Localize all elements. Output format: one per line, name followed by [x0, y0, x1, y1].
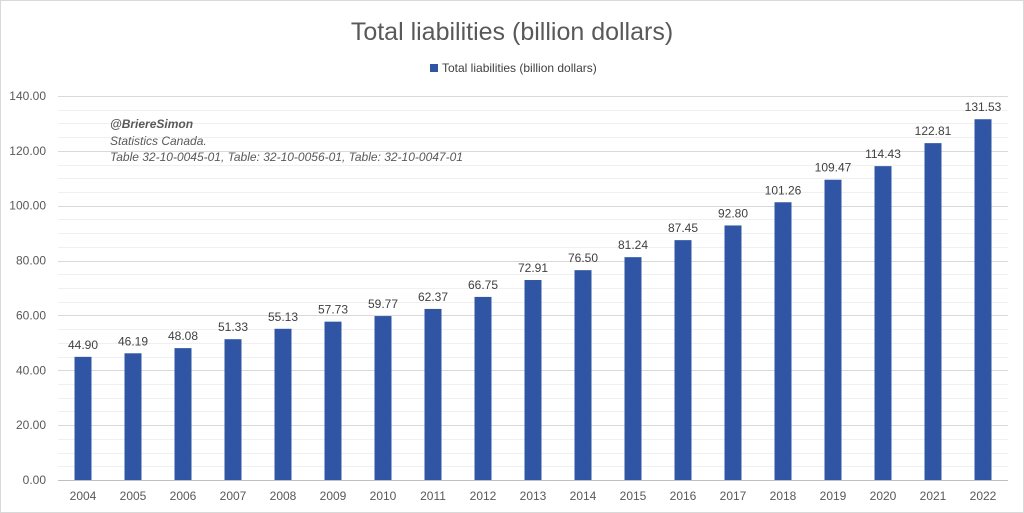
bar-2012 — [474, 296, 492, 480]
bar-2009 — [324, 321, 342, 480]
x-axis-ticks: 2004 2005 2006 2007 2008 2009 2010 2011 2012 2013… — [70, 489, 997, 503]
x-tick-label-2012: 2012 — [470, 489, 497, 503]
data-label-2012: 66.75 — [468, 278, 498, 292]
y-axis-ticks: 0.00 20.00 40.00 60.00 80.00 100.00 120.00 140.… — [9, 89, 46, 487]
y-tick-label: 120.00 — [9, 144, 46, 158]
data-label-2005: 46.19 — [118, 334, 148, 348]
x-tick-label-2010: 2010 — [370, 489, 397, 503]
y-tick-label: 0.00 — [23, 473, 47, 487]
chart-title: Total liabilities (billion dollars) — [351, 18, 673, 46]
x-tick-label-2006: 2006 — [170, 489, 197, 503]
data-label-2009: 57.73 — [318, 303, 348, 317]
data-label-2007: 51.33 — [218, 320, 248, 334]
annotation-source-line2: Table 32-10-0045-01, Table: 32-10-0056-0… — [110, 150, 463, 164]
bar-2013 — [524, 280, 542, 480]
data-label-2014: 76.50 — [568, 251, 598, 265]
bar-2018 — [774, 202, 792, 480]
x-tick-label-2014: 2014 — [570, 489, 597, 503]
source-annotation: @BriereSimon Statistics Canada. Table 32… — [110, 117, 463, 164]
x-tick-label-2021: 2021 — [920, 489, 947, 503]
bar-2005 — [124, 353, 142, 480]
data-label-2013: 72.91 — [518, 261, 548, 275]
y-tick-label: 80.00 — [16, 254, 46, 268]
annotation-author: @BriereSimon — [110, 117, 193, 131]
x-tick-label-2004: 2004 — [70, 489, 97, 503]
x-tick-label-2017: 2017 — [720, 489, 747, 503]
x-tick-label-2015: 2015 — [620, 489, 647, 503]
bar-2019 — [824, 179, 842, 480]
bar-2022 — [974, 119, 992, 481]
data-label-2020: 114.43 — [865, 147, 901, 161]
data-label-2022: 131.53 — [965, 100, 1002, 114]
x-tick-label-2016: 2016 — [670, 489, 697, 503]
data-label-2015: 81.24 — [618, 238, 648, 252]
y-tick-label: 40.00 — [16, 363, 46, 377]
legend-swatch — [430, 64, 438, 72]
y-tick-label: 60.00 — [16, 308, 46, 322]
data-label-2019: 109.47 — [815, 161, 852, 175]
data-label-2010: 59.77 — [368, 297, 398, 311]
bar-2011 — [424, 308, 442, 480]
bar-2016 — [674, 240, 692, 480]
x-tick-label-2008: 2008 — [270, 489, 297, 503]
x-tick-label-2009: 2009 — [320, 489, 347, 503]
x-tick-label-2020: 2020 — [870, 489, 897, 503]
bars — [74, 119, 992, 481]
bar-2004 — [74, 356, 92, 480]
data-label-2018: 101.26 — [765, 183, 802, 197]
data-label-2004: 44.90 — [68, 338, 98, 352]
data-label-2016: 87.45 — [668, 221, 698, 235]
y-tick-label: 20.00 — [16, 418, 46, 432]
bar-2006 — [174, 348, 192, 480]
x-tick-label-2011: 2011 — [420, 489, 446, 503]
x-tick-label-2022: 2022 — [970, 489, 997, 503]
data-label-2017: 92.80 — [718, 206, 748, 220]
x-tick-label-2007: 2007 — [220, 489, 247, 503]
y-tick-label: 140.00 — [9, 89, 46, 103]
data-label-2006: 48.08 — [168, 329, 198, 343]
bar-2020 — [874, 166, 892, 480]
bar-2010 — [374, 316, 392, 480]
x-tick-label-2018: 2018 — [770, 489, 797, 503]
data-label-2021: 122.81 — [915, 124, 952, 138]
data-label-2008: 55.13 — [268, 310, 298, 324]
bar-2014 — [574, 270, 592, 480]
y-tick-label: 100.00 — [9, 199, 46, 213]
legend: Total liabilities (billion dollars) — [430, 61, 597, 75]
x-tick-label-2019: 2019 — [820, 489, 847, 503]
bar-2007 — [224, 339, 242, 480]
bar-2015 — [624, 257, 642, 480]
data-labels: 44.90 46.19 48.08 51.33 55.13 57.73 59.77 62.37… — [68, 100, 1002, 352]
x-tick-label-2013: 2013 — [520, 489, 547, 503]
bar-2017 — [724, 225, 742, 480]
annotation-source-line1: Statistics Canada. — [110, 134, 207, 148]
legend-label: Total liabilities (billion dollars) — [442, 61, 597, 75]
bar-2021 — [924, 143, 942, 480]
data-label-2011: 62.37 — [418, 290, 448, 304]
bar-2008 — [274, 328, 292, 480]
x-tick-label-2005: 2005 — [120, 489, 147, 503]
